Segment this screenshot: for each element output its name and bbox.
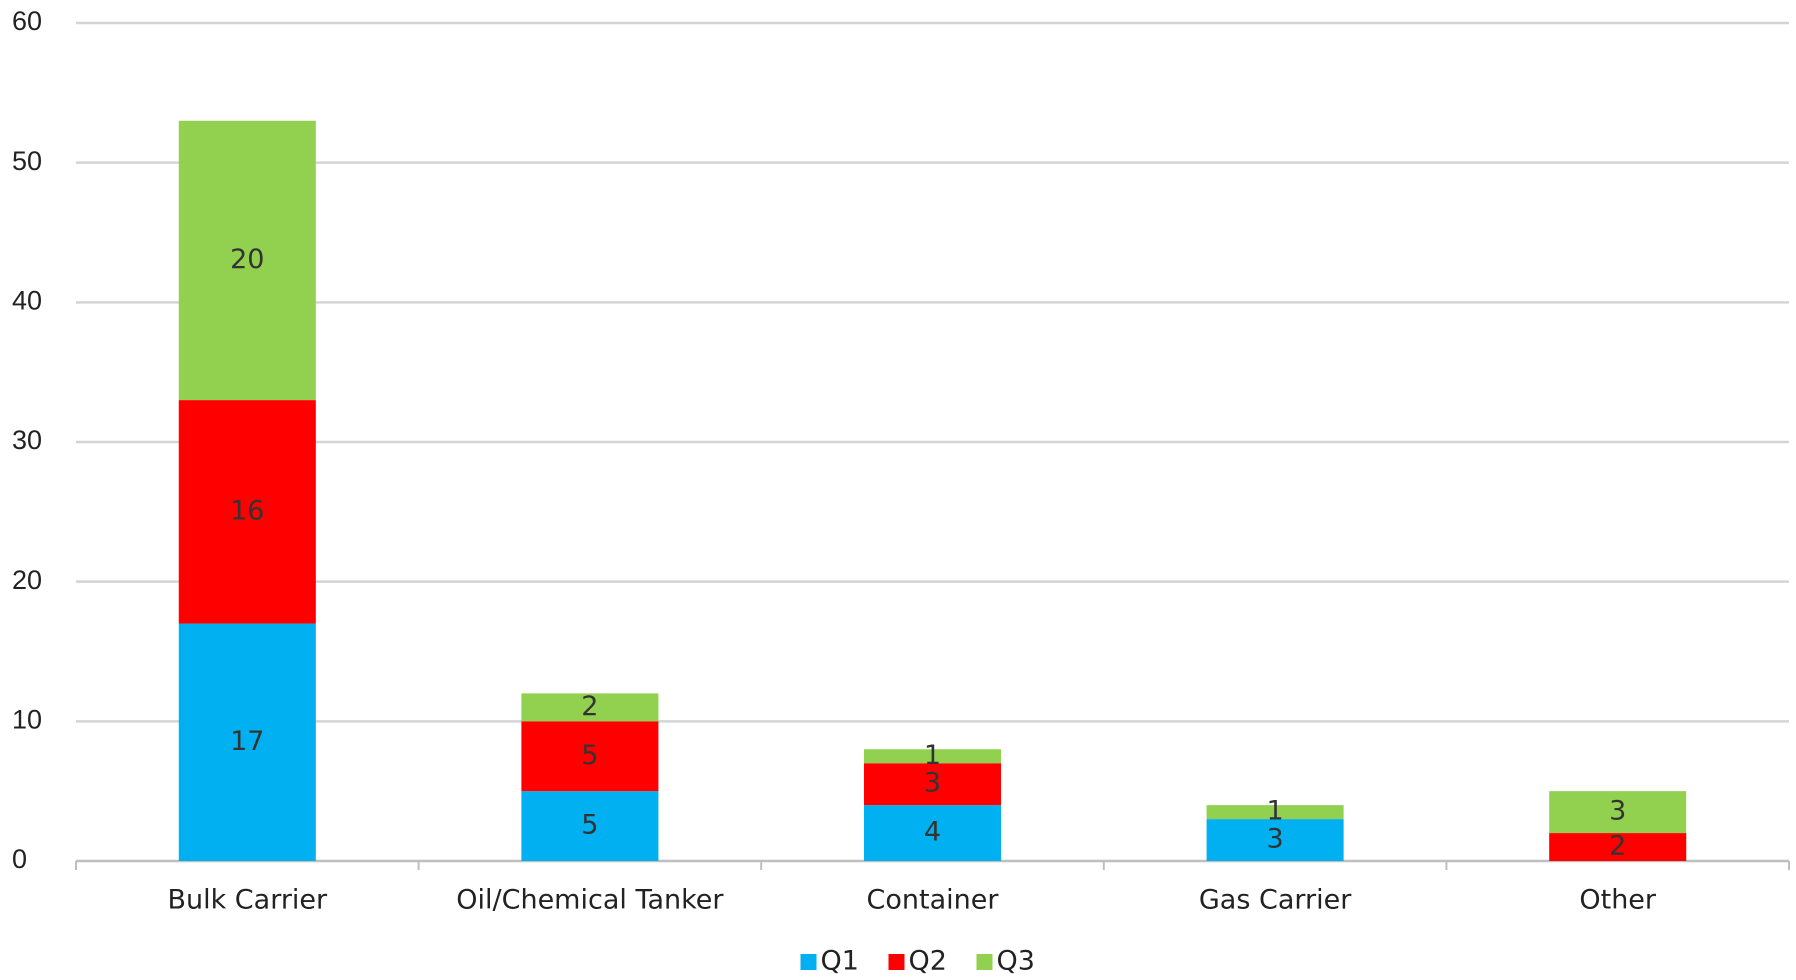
y-tick-label: 20 <box>12 565 42 595</box>
x-tick-label: Container <box>867 885 1000 916</box>
bar-segment <box>1549 833 1687 861</box>
bar-segment <box>521 791 659 861</box>
data-label: 3 <box>1267 824 1284 855</box>
bar-segment <box>1549 791 1687 834</box>
data-label: 3 <box>1609 796 1626 827</box>
data-label: 2 <box>581 691 598 722</box>
y-tick-label: 50 <box>12 146 42 176</box>
data-label: 2 <box>1609 831 1626 862</box>
legend-swatch <box>800 954 817 970</box>
y-tick-label: 40 <box>12 285 42 315</box>
bar-segment <box>178 120 316 401</box>
y-tick-label: 0 <box>12 844 27 874</box>
data-label: 5 <box>581 810 598 841</box>
legend-swatch <box>888 954 905 970</box>
data-label: 20 <box>230 244 264 275</box>
bar-segment <box>521 693 659 722</box>
legend-label: Q1 <box>821 946 859 977</box>
data-label: 17 <box>230 726 264 757</box>
bar-segment <box>1206 819 1344 861</box>
legend-label: Q3 <box>997 946 1035 977</box>
data-label: 3 <box>924 768 941 799</box>
bar-segment <box>178 623 316 861</box>
bar-segment <box>863 805 1002 861</box>
bar-segment <box>1206 805 1344 820</box>
y-tick-label: 30 <box>12 425 42 455</box>
data-label: 1 <box>924 740 941 771</box>
x-tick-label: Bulk Carrier <box>167 885 328 916</box>
legend-swatch <box>976 954 993 970</box>
legend-label: Q2 <box>909 946 947 977</box>
data-label: 4 <box>924 817 941 848</box>
bar-segment <box>521 721 659 792</box>
x-tick-label: Other <box>1579 885 1657 916</box>
x-tick-label: Oil/Chemical Tanker <box>456 885 724 916</box>
y-tick-label: 10 <box>12 704 42 734</box>
y-tick-label: 60 <box>12 6 42 36</box>
data-label: 5 <box>581 740 598 771</box>
data-label: 16 <box>230 495 264 526</box>
data-label: 1 <box>1267 796 1284 827</box>
bar-segment <box>863 749 1002 764</box>
bar-segment <box>863 763 1002 806</box>
x-tick-label: Gas Carrier <box>1199 885 1352 916</box>
bar-segment <box>178 400 316 624</box>
